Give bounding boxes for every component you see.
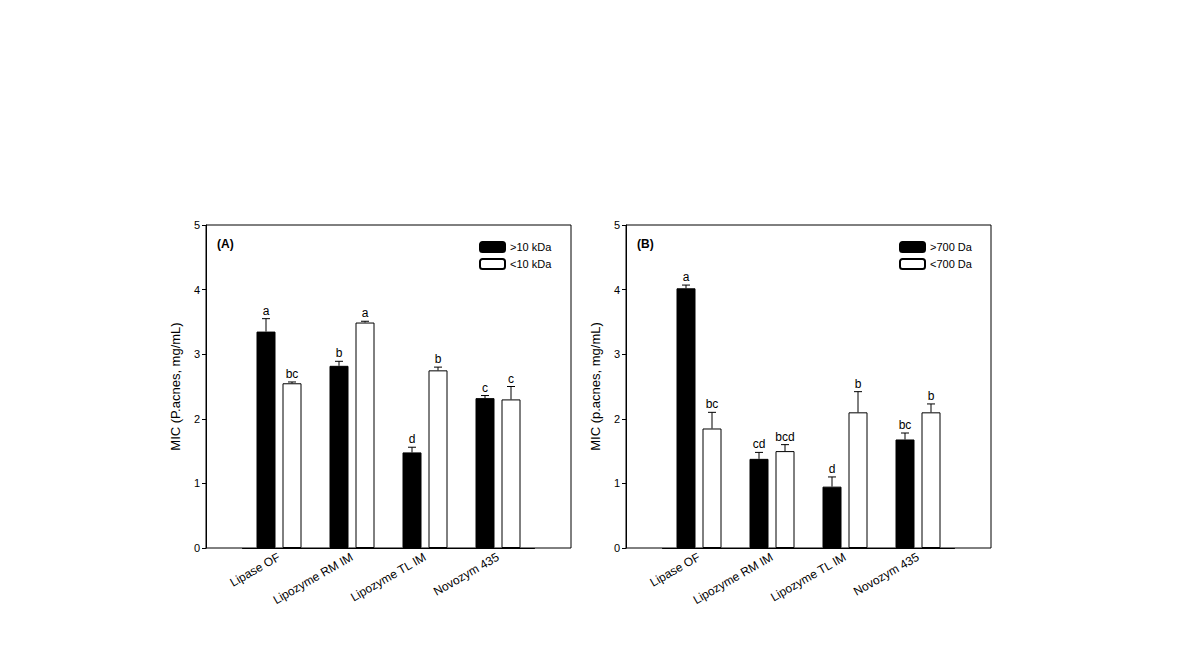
svg-text:3: 3 (614, 348, 620, 360)
svg-text:2: 2 (194, 413, 200, 425)
svg-text:d: d (409, 432, 416, 446)
svg-text:a: a (362, 306, 369, 320)
svg-text:a: a (683, 270, 690, 284)
svg-text:2: 2 (614, 413, 620, 425)
svg-text:1: 1 (614, 477, 620, 489)
svg-text:Lipozyme RM IM: Lipozyme RM IM (271, 550, 356, 607)
svg-text:0: 0 (614, 542, 620, 554)
svg-text:5: 5 (194, 219, 200, 231)
svg-text:MIC (P.acnes, mg/mL): MIC (P.acnes, mg/mL) (168, 322, 183, 450)
svg-text:bc: bc (706, 397, 719, 411)
svg-text:4: 4 (194, 284, 200, 296)
svg-text:Lipozyme TL IM: Lipozyme TL IM (348, 550, 428, 604)
svg-text:Lipozyme RM IM: Lipozyme RM IM (691, 550, 776, 607)
svg-text:>700 Da: >700 Da (930, 241, 973, 253)
svg-text:b: b (928, 389, 935, 403)
svg-text:c: c (508, 372, 514, 386)
svg-text:>10 kDa: >10 kDa (510, 241, 552, 253)
svg-text:a: a (263, 304, 270, 318)
svg-text:bc: bc (286, 367, 299, 381)
svg-text:Novozym 435: Novozym 435 (431, 550, 502, 599)
svg-text:b: b (336, 346, 343, 360)
svg-text:b: b (855, 377, 862, 391)
svg-text:(B): (B) (637, 237, 654, 251)
svg-text:c: c (482, 381, 488, 395)
svg-text:b: b (435, 352, 442, 366)
svg-text:Lipozyme TL IM: Lipozyme TL IM (768, 550, 848, 604)
svg-text:Lipase OF: Lipase OF (648, 550, 703, 590)
svg-text:Lipase OF: Lipase OF (228, 550, 283, 590)
svg-text:bcd: bcd (775, 430, 794, 444)
svg-text:5: 5 (614, 219, 620, 231)
svg-text:<10 kDa: <10 kDa (510, 258, 552, 270)
svg-text:Novozym 435: Novozym 435 (851, 550, 922, 599)
svg-text:bc: bc (899, 418, 912, 432)
svg-text:cd: cd (753, 437, 766, 451)
svg-text:<700 Da: <700 Da (930, 258, 973, 270)
svg-text:3: 3 (194, 348, 200, 360)
svg-text:1: 1 (194, 477, 200, 489)
svg-text:4: 4 (614, 284, 620, 296)
svg-text:MIC (p.acnes, mg/mL): MIC (p.acnes, mg/mL) (588, 322, 603, 451)
svg-text:d: d (829, 462, 836, 476)
svg-text:(A): (A) (217, 237, 234, 251)
svg-text:0: 0 (194, 542, 200, 554)
